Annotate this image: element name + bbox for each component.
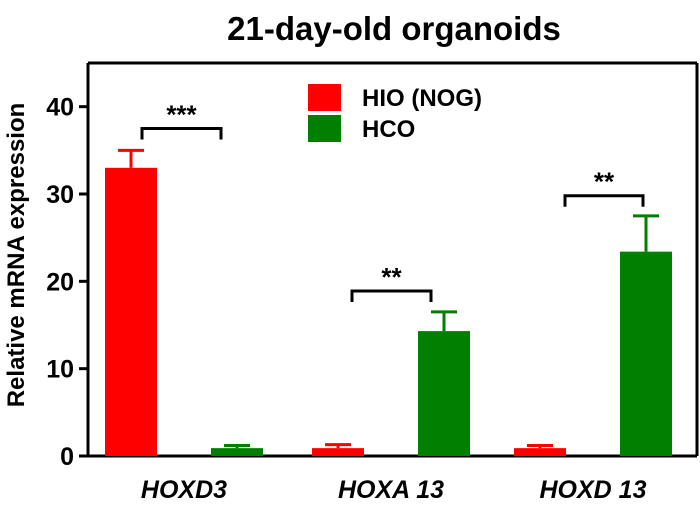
x-category-label: HOXD 13 <box>540 476 647 504</box>
significance-label: ** <box>381 262 402 292</box>
bar <box>211 448 263 456</box>
legend-label: HIO (NOG) <box>362 85 482 112</box>
bar <box>418 331 470 456</box>
bar <box>105 167 157 457</box>
bar <box>514 448 566 456</box>
x-category-label: HOXA 13 <box>338 476 444 504</box>
axes: 0 10 20 30 40 HOXD3 HOXA 13 HOXD 13 <box>46 61 699 504</box>
legend: HIO (NOG) HCO <box>308 84 482 143</box>
legend-swatch <box>308 115 341 142</box>
significance-bracket <box>563 194 645 207</box>
significance-bracket <box>350 289 433 302</box>
significance-brackets: ******* <box>140 100 645 302</box>
significance-label: *** <box>166 100 197 130</box>
x-category-label: HOXD3 <box>141 476 227 504</box>
bar <box>620 251 672 456</box>
bars <box>105 167 672 457</box>
significance-label: ** <box>594 167 615 197</box>
y-tick-label: 0 <box>60 443 74 471</box>
y-tick-label: 30 <box>46 181 74 209</box>
chart-title: 21-day-old organoids <box>227 10 561 47</box>
y-tick-label: 10 <box>46 356 74 384</box>
error-bars <box>118 148 659 449</box>
y-tick-label: 40 <box>46 94 74 122</box>
bar <box>312 448 364 456</box>
legend-swatch <box>308 84 341 111</box>
legend-label: HCO <box>362 116 415 143</box>
y-tick-label: 20 <box>46 268 74 296</box>
y-axis-label: Relative mRNA expression <box>3 103 30 408</box>
significance-bracket <box>140 127 223 140</box>
